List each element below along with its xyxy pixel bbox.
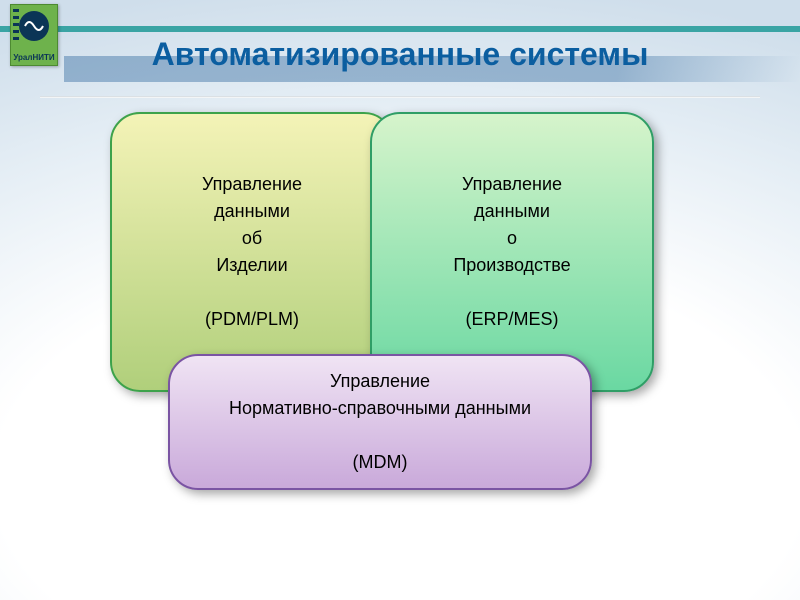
- logo-glyph-icon: [23, 16, 45, 36]
- header-teal-strip: [0, 26, 800, 32]
- card-mdm: УправлениеНормативно-справочными данными…: [168, 354, 592, 490]
- card-pdm-plm: УправлениеданнымиобИзделии (PDM/PLM): [110, 112, 394, 392]
- page-title: Автоматизированные системы: [0, 36, 800, 73]
- card-erp-mes: УправлениеданнымиоПроизводстве (ERP/MES): [370, 112, 654, 392]
- card-erp-mes-text: УправлениеданнымиоПроизводстве (ERP/MES): [453, 171, 570, 333]
- title-rule: [40, 96, 760, 98]
- card-pdm-plm-text: УправлениеданнымиобИзделии (PDM/PLM): [202, 171, 302, 333]
- diagram: УправлениеданнымиобИзделии (PDM/PLM) Упр…: [0, 104, 800, 600]
- card-mdm-text: УправлениеНормативно-справочными данными…: [229, 368, 531, 476]
